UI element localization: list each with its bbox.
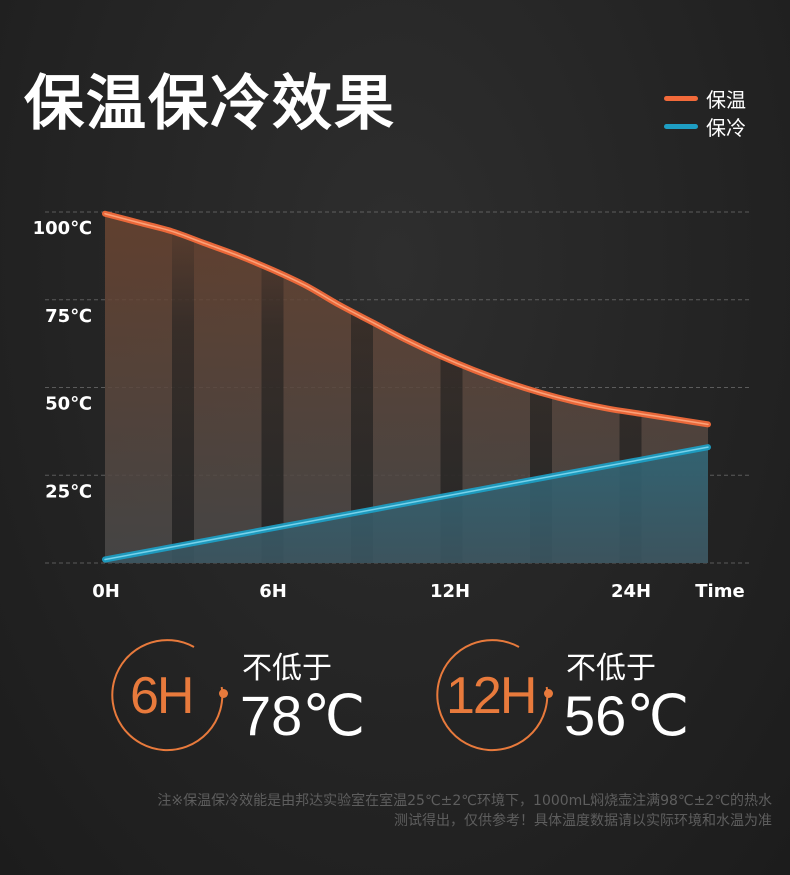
footnote-line-1: 注※保温保冷效能是由邦达实验室在室温25℃±2℃环境下，1000mL焖烧壶注满9… [157,793,772,809]
x-tick-label: 12H [430,581,470,602]
stat-value-1: 78℃ [240,684,366,747]
stat-ring-2 [436,639,549,752]
y-tick-label: 100℃ [33,218,92,239]
stat-value-2: 56℃ [564,684,690,747]
x-tick-label: Time [695,581,744,602]
legend-label-keep-warm: 保温 [706,87,746,112]
x-tick-label: 24H [611,581,651,602]
chart-legend: 保温 保冷 [664,84,746,140]
legend-label-keep-cold: 保冷 [706,115,746,140]
legend-item-keep-warm: 保温 [664,84,746,112]
y-tick-label: 25℃ [45,481,92,502]
legend-swatch-keep-cold [664,123,698,129]
keep-warm-line-highlight [104,213,709,426]
stat-dot-2 [544,689,553,698]
keep-cold-line-highlight [104,446,709,561]
x-axis-ticks: 0H 6H 12H 24H Time [92,581,745,602]
stat-dot-1 [219,689,228,698]
y-axis-ticks: 100℃ 75℃ 50℃ 25℃ [33,218,92,502]
stat-caption-1: 不低于 [242,651,332,686]
legend-swatch-keep-warm [664,95,698,101]
stat-hours-1: 6H [130,667,195,725]
column-band [172,213,194,563]
x-tick-label: 0H [92,581,120,602]
stat-caption-2: 不低于 [566,651,656,686]
temperature-line-chart: 100℃ 75℃ 50℃ 25℃ 0H 6H 12H 24H Time [33,210,752,602]
y-tick-label: 50℃ [45,394,92,415]
stat-hours-2: 12H [446,667,537,725]
x-tick-label: 6H [259,581,287,602]
y-tick-label: 75℃ [45,306,92,327]
page-title: 保温保冷效果 [24,69,396,139]
footnote-line-2: 测试得出，仅供参考！具体温度数据请以实际环境和水温为准 [394,813,772,829]
legend-item-keep-cold: 保冷 [664,112,746,140]
stat-ring-1 [111,639,224,752]
column-band [261,213,284,563]
series-lines [102,210,711,563]
